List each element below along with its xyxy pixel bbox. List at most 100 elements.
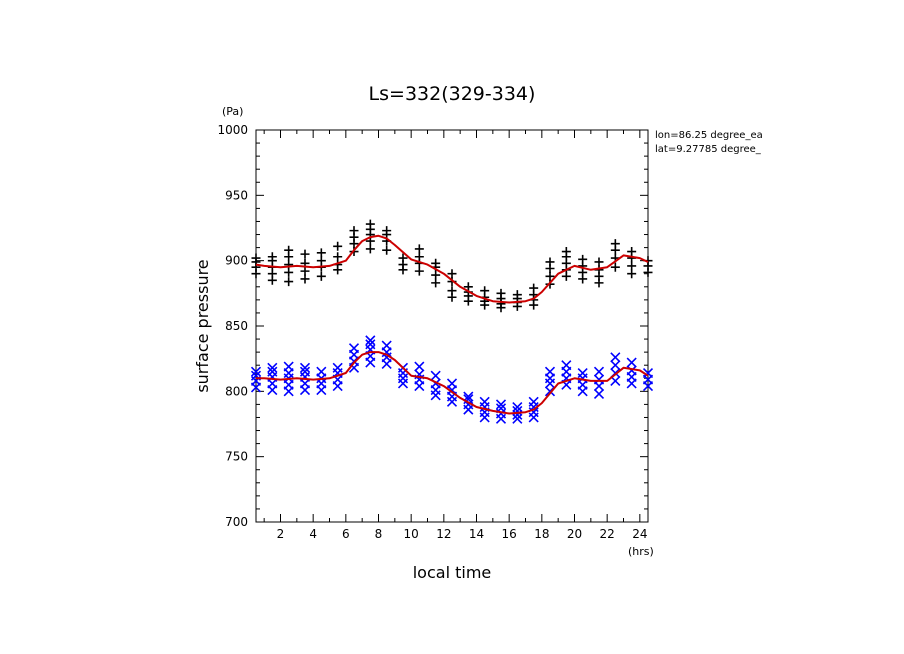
x-tick-label: 16 bbox=[502, 527, 517, 541]
x-unit-label: (hrs) bbox=[628, 545, 654, 558]
plus-marker bbox=[365, 219, 375, 229]
cross-marker bbox=[626, 357, 637, 368]
cross-marker bbox=[610, 352, 621, 363]
plus-marker bbox=[349, 226, 359, 236]
cross-marker bbox=[365, 339, 376, 350]
y-tick-label: 750 bbox=[225, 450, 248, 464]
plus-marker bbox=[267, 252, 277, 262]
plus-marker bbox=[414, 266, 424, 276]
cross-marker bbox=[642, 367, 654, 379]
y-tick-label: 700 bbox=[225, 515, 248, 529]
cross-marker bbox=[593, 366, 605, 377]
fit-line bbox=[255, 234, 649, 304]
y-tick-label: 800 bbox=[225, 384, 248, 398]
plus-marker bbox=[300, 274, 310, 284]
cross-marker bbox=[299, 366, 311, 377]
y-tick-label: 850 bbox=[225, 319, 248, 333]
x-tick-label: 24 bbox=[632, 527, 647, 541]
cross-marker bbox=[414, 361, 425, 372]
cross-marker bbox=[512, 401, 523, 413]
y-tick-label: 950 bbox=[225, 188, 248, 202]
plus-marker bbox=[578, 254, 588, 264]
plus-marker bbox=[447, 286, 457, 296]
plus-marker bbox=[284, 245, 294, 255]
cross-marker bbox=[316, 366, 327, 377]
y-tick-label: 1000 bbox=[217, 123, 248, 137]
plus-marker bbox=[251, 253, 261, 263]
cross-marker bbox=[577, 367, 588, 379]
x-tick-label: 20 bbox=[567, 527, 582, 541]
plus-marker bbox=[610, 262, 620, 272]
plus-marker bbox=[431, 258, 441, 268]
plot-area bbox=[255, 129, 649, 523]
plus-marker bbox=[333, 241, 343, 251]
plus-marker bbox=[545, 271, 555, 281]
cross-marker bbox=[446, 378, 458, 389]
cross-marker bbox=[299, 362, 311, 373]
plus-marker bbox=[496, 288, 506, 298]
axis-ticks: 2 4 6 8 10 12 14 16 18 20 22 2470075080085090095010… bbox=[217, 123, 648, 541]
plus-marker bbox=[382, 226, 392, 236]
plus-marker bbox=[627, 247, 637, 257]
plus-marker bbox=[627, 261, 637, 271]
cross-marker bbox=[365, 335, 376, 346]
plus-marker bbox=[512, 290, 522, 300]
cross-marker bbox=[348, 343, 360, 354]
x-tick-label: 14 bbox=[469, 527, 484, 541]
plus-marker bbox=[447, 269, 457, 279]
x-tick-label: 8 bbox=[375, 527, 383, 541]
plus-marker bbox=[529, 283, 539, 293]
cross-marker bbox=[430, 370, 441, 381]
plus-marker bbox=[382, 245, 392, 255]
y-axis-label: surface pressure bbox=[193, 259, 212, 392]
fit-lines bbox=[255, 234, 649, 415]
cross-marker bbox=[512, 413, 523, 424]
plus-marker bbox=[627, 269, 637, 279]
plus-marker bbox=[300, 266, 310, 276]
y-tick-label: 900 bbox=[225, 254, 248, 268]
plus-marker bbox=[610, 239, 620, 249]
cross-marker bbox=[381, 340, 392, 351]
plus-marker bbox=[333, 252, 343, 262]
cross-marker bbox=[544, 366, 556, 377]
cross-marker bbox=[593, 374, 605, 385]
plus-marker bbox=[431, 270, 441, 280]
cross-marker bbox=[283, 361, 294, 372]
cross-marker bbox=[463, 391, 474, 402]
cross-marker bbox=[332, 362, 343, 373]
plus-marker bbox=[316, 248, 326, 258]
cross-marker bbox=[463, 394, 474, 405]
x-axis-label: local time bbox=[413, 563, 492, 582]
plus-marker bbox=[414, 252, 424, 262]
plus-marker bbox=[316, 271, 326, 281]
cross-marker bbox=[267, 362, 278, 373]
fit-line bbox=[256, 351, 649, 415]
chart-title: Ls=332(329-334) bbox=[369, 83, 536, 105]
cross-marker bbox=[267, 366, 278, 377]
x-tick-label: 12 bbox=[436, 527, 451, 541]
plus-marker bbox=[561, 247, 571, 257]
plus-marker bbox=[398, 253, 408, 263]
x-tick-label: 22 bbox=[600, 527, 615, 541]
plus-marker bbox=[480, 286, 490, 296]
x-tick-label: 2 bbox=[277, 527, 285, 541]
plus-marker bbox=[414, 244, 424, 254]
cross-marker bbox=[626, 365, 637, 376]
cross-marker bbox=[610, 360, 621, 371]
x-tick-label: 10 bbox=[404, 527, 419, 541]
plus-marker bbox=[594, 257, 604, 267]
plus-marker bbox=[300, 249, 310, 259]
cross-marker bbox=[593, 388, 605, 400]
plus-marker bbox=[431, 278, 441, 288]
plus-marker bbox=[316, 256, 326, 266]
plus-marker bbox=[545, 257, 555, 267]
plus-marker bbox=[284, 267, 294, 277]
x-tick-label: 6 bbox=[342, 527, 350, 541]
x-tick-label: 18 bbox=[534, 527, 549, 541]
plus-marker bbox=[284, 277, 294, 287]
plus-marker bbox=[365, 244, 375, 254]
plus-marker bbox=[463, 282, 473, 292]
plus-marker bbox=[284, 260, 294, 270]
cross-marker bbox=[495, 399, 507, 410]
